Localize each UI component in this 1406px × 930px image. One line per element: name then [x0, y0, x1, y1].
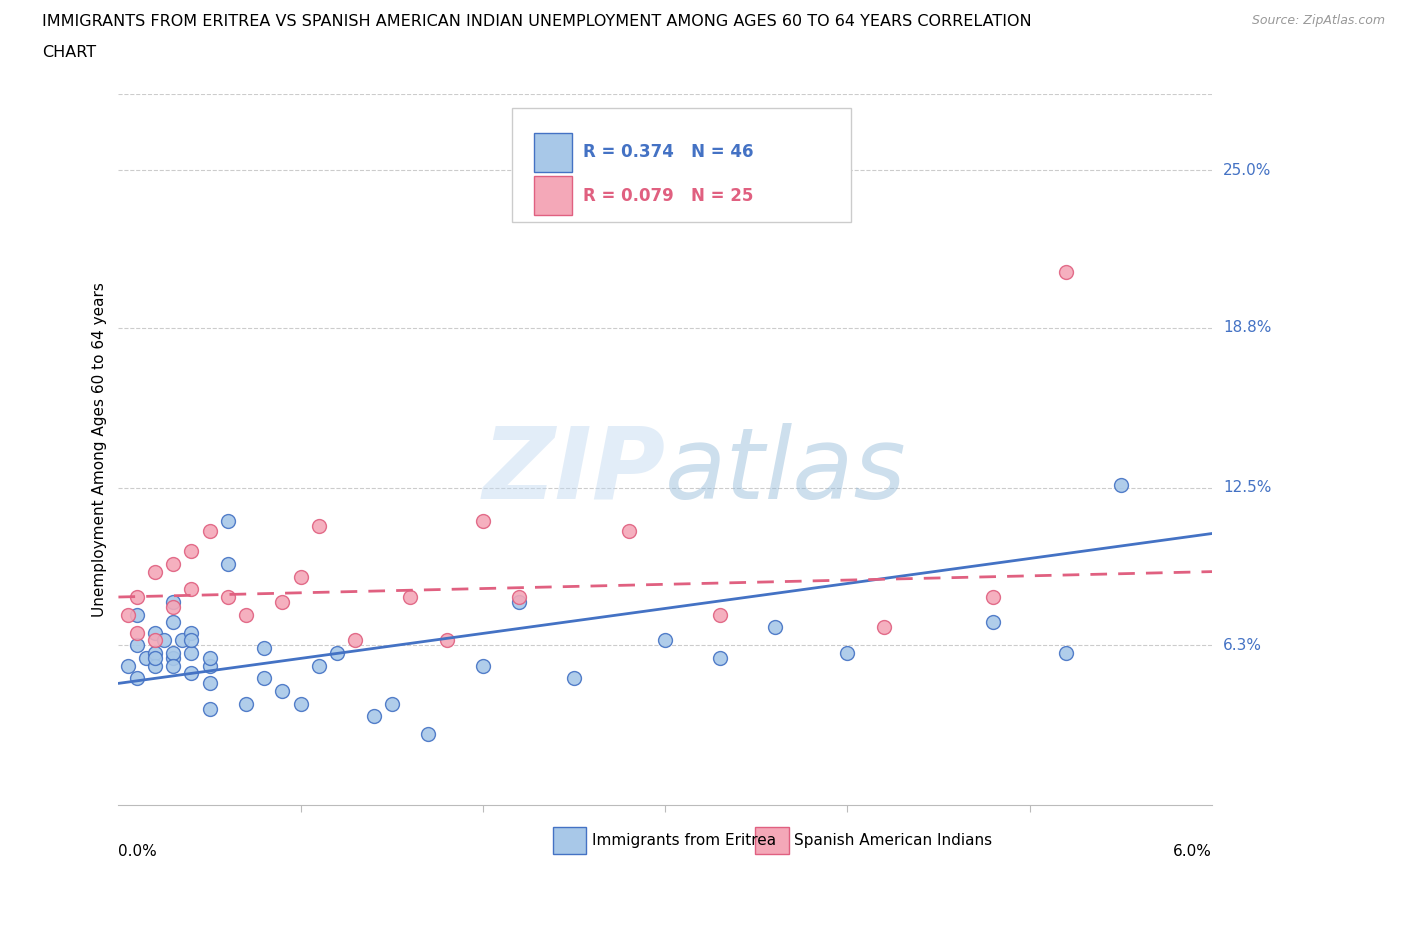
Point [198, 658, 221, 673]
Text: atlas: atlas [665, 422, 907, 520]
Text: Source: ZipAtlas.com: Source: ZipAtlas.com [1251, 14, 1385, 27]
Point [763, 620, 786, 635]
Point [873, 620, 896, 635]
Point [235, 607, 257, 622]
Point [290, 569, 312, 584]
Point [399, 590, 422, 604]
Point [472, 513, 495, 528]
Point [180, 645, 202, 660]
Point [271, 684, 294, 698]
Text: Spanish American Indians: Spanish American Indians [794, 832, 993, 847]
Y-axis label: Unemployment Among Ages 60 to 64 years: Unemployment Among Ages 60 to 64 years [93, 282, 107, 618]
Point [143, 625, 166, 640]
FancyBboxPatch shape [534, 176, 572, 215]
Point [117, 658, 139, 673]
Point [709, 607, 731, 622]
Point [654, 632, 676, 647]
Point [162, 645, 184, 660]
Point [143, 658, 166, 673]
Point [143, 645, 166, 660]
Text: ZIP: ZIP [482, 422, 665, 520]
Point [981, 615, 1004, 630]
Point [172, 632, 194, 647]
Point [162, 615, 184, 630]
Point [1054, 264, 1077, 279]
FancyBboxPatch shape [755, 827, 789, 854]
Text: Immigrants from Eritrea: Immigrants from Eritrea [592, 832, 776, 847]
Point [436, 632, 458, 647]
Text: R = 0.374   N = 46: R = 0.374 N = 46 [583, 143, 754, 162]
Text: CHART: CHART [42, 45, 96, 60]
Point [180, 582, 202, 597]
Point [472, 658, 495, 673]
Point [217, 513, 239, 528]
Point [143, 632, 166, 647]
Point [162, 600, 184, 615]
Point [180, 632, 202, 647]
Point [508, 594, 530, 609]
Text: 0.0%: 0.0% [118, 844, 157, 859]
Text: R = 0.079   N = 25: R = 0.079 N = 25 [583, 187, 754, 205]
Point [180, 544, 202, 559]
Point [125, 590, 148, 604]
Point [326, 645, 349, 660]
Point [180, 625, 202, 640]
Point [363, 709, 385, 724]
Point [418, 726, 440, 741]
Point [271, 594, 294, 609]
Text: 6.0%: 6.0% [1173, 844, 1212, 859]
Point [117, 607, 139, 622]
Point [135, 651, 157, 666]
Point [290, 697, 312, 711]
Point [162, 556, 184, 571]
Point [217, 590, 239, 604]
Point [125, 638, 148, 653]
Point [308, 658, 330, 673]
Point [381, 697, 404, 711]
Point [198, 701, 221, 716]
Text: 18.8%: 18.8% [1223, 320, 1271, 335]
Text: IMMIGRANTS FROM ERITREA VS SPANISH AMERICAN INDIAN UNEMPLOYMENT AMONG AGES 60 TO: IMMIGRANTS FROM ERITREA VS SPANISH AMERI… [42, 14, 1032, 29]
Point [180, 666, 202, 681]
Text: 6.3%: 6.3% [1223, 638, 1263, 653]
Text: 25.0%: 25.0% [1223, 163, 1271, 178]
Text: 12.5%: 12.5% [1223, 480, 1271, 496]
Point [1054, 645, 1077, 660]
Point [308, 518, 330, 533]
Point [153, 632, 176, 647]
Point [125, 671, 148, 685]
Point [143, 565, 166, 579]
Point [125, 607, 148, 622]
Point [981, 590, 1004, 604]
Point [143, 651, 166, 666]
Point [344, 632, 367, 647]
Point [1109, 478, 1132, 493]
Point [508, 590, 530, 604]
Point [198, 676, 221, 691]
Point [198, 651, 221, 666]
Point [125, 625, 148, 640]
Point [217, 556, 239, 571]
Point [253, 671, 276, 685]
Point [837, 645, 859, 660]
Point [709, 651, 731, 666]
Point [162, 651, 184, 666]
Point [235, 697, 257, 711]
FancyBboxPatch shape [512, 108, 851, 222]
FancyBboxPatch shape [534, 133, 572, 172]
FancyBboxPatch shape [553, 827, 586, 854]
Point [617, 524, 640, 538]
Point [562, 671, 585, 685]
Point [162, 594, 184, 609]
Point [253, 641, 276, 656]
Point [198, 524, 221, 538]
Point [162, 658, 184, 673]
